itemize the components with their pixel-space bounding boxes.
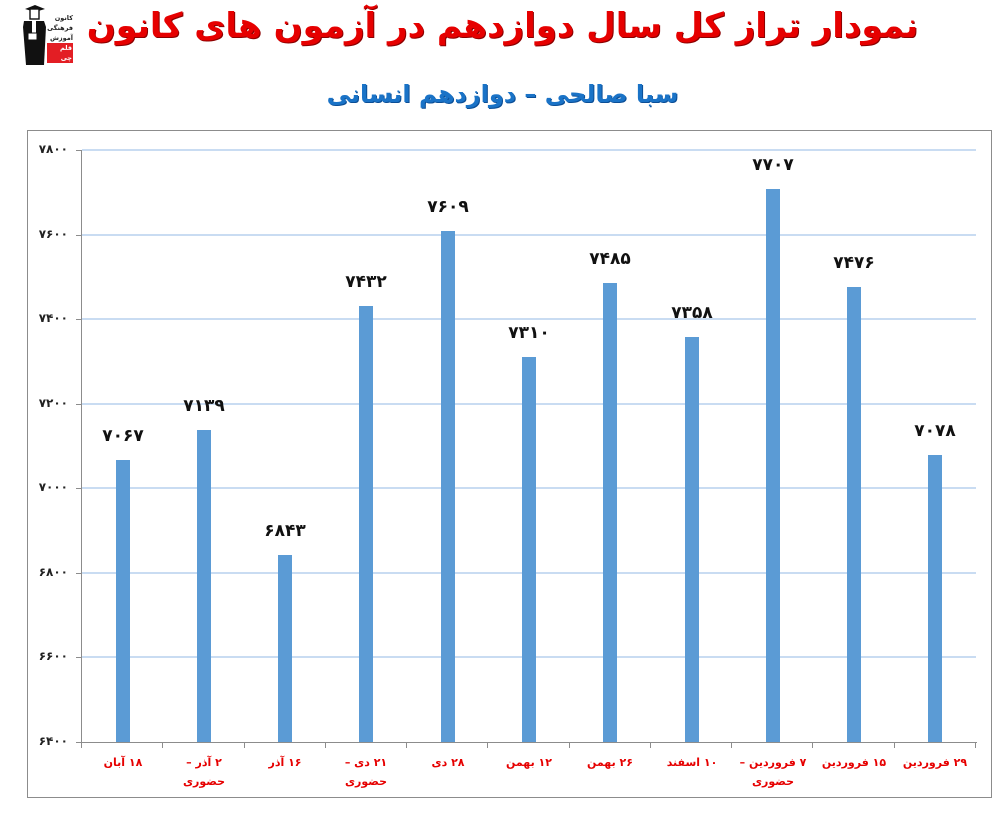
y-tick-label: ۷۲۰۰ [38,395,68,410]
logo-badge: قلم چی [47,43,73,63]
y-tick [76,150,82,151]
chart-frame [27,130,992,798]
data-label: ۶۸۴۳ [264,521,306,541]
data-label: ۷۴۸۵ [589,249,631,269]
bar [766,189,780,742]
category-label: ۱۲ بهمن [506,756,552,769]
bar [685,337,699,742]
y-tick [76,572,82,574]
y-tick [76,488,82,490]
y-tick [76,319,82,321]
y-tick [76,742,82,743]
y-tick-label: ۷۸۰۰ [38,142,68,156]
x-tick [731,742,732,748]
category-label: ۲ آذر – حضوری [182,756,226,788]
y-tick-label: ۷۶۰۰ [38,226,68,241]
bar [359,306,373,742]
gridline [82,149,976,151]
category-label: ۲۸ دی [431,756,465,769]
x-tick [569,742,570,748]
data-label: ۷۳۵۸ [671,303,713,323]
y-tick [76,234,82,236]
bar [278,555,292,742]
category-label: ۱۰ اسفند [666,756,718,769]
y-tick-label: ۶۴۰۰ [38,734,68,748]
y-tick-label: ۷۴۰۰ [38,311,68,326]
category-label: ۲۹ فروردین [902,756,968,769]
bar [522,357,536,742]
x-tick [975,742,976,748]
bar [197,430,211,742]
gridline [82,233,976,236]
x-tick [650,742,651,748]
y-tick [76,657,82,659]
data-label: ۷۷۰۷ [752,155,794,175]
bar [441,231,455,742]
bar [847,287,861,742]
kanoon-logo: کانون فرهنگی آموزش قلم چی [20,3,73,65]
y-tick-label: ۶۸۰۰ [38,564,68,579]
x-axis [81,742,977,743]
x-tick [406,742,407,748]
x-tick [812,742,813,748]
data-label: ۷۳۱۰ [508,323,550,343]
category-label: ۱۶ آذر [268,756,302,769]
chart-subtitle: سبا صالحی – دوازدهم انسانی [326,80,679,108]
graduate-figure-icon [23,5,46,65]
y-tick-label: ۷۰۰۰ [38,480,68,495]
x-tick [244,742,245,748]
category-label: ۲۶ بهمن [587,756,633,769]
category-label: ۲۱ دی – حضوری [344,756,388,788]
x-tick [325,742,326,748]
y-tick-label: ۶۶۰۰ [38,649,68,664]
data-label: ۷۶۰۹ [427,197,469,217]
x-tick [81,742,82,748]
data-label: ۷۰۷۸ [914,421,956,441]
category-label: ۷ فروردین – حضوری [739,756,807,788]
data-label: ۷۴۷۶ [833,253,875,273]
x-tick [487,742,488,748]
data-label: ۷۴۳۲ [345,272,387,292]
data-label: ۷۰۶۷ [102,426,144,446]
data-label: ۷۱۳۹ [183,396,225,416]
x-tick [162,742,163,748]
logo-text: کانون فرهنگی آموزش قلم چی [47,14,73,63]
bar [928,455,942,742]
y-axis [81,150,82,743]
category-label: ۱۵ فروردین [821,756,887,769]
bar [603,283,617,742]
chart-title: نمودار تراز کل سال دوازدهم در آزمون های … [86,6,919,46]
category-label: ۱۸ آبان [103,756,143,769]
bar [116,460,130,742]
y-tick [76,403,82,405]
gridline [82,318,976,321]
x-tick [894,742,895,748]
